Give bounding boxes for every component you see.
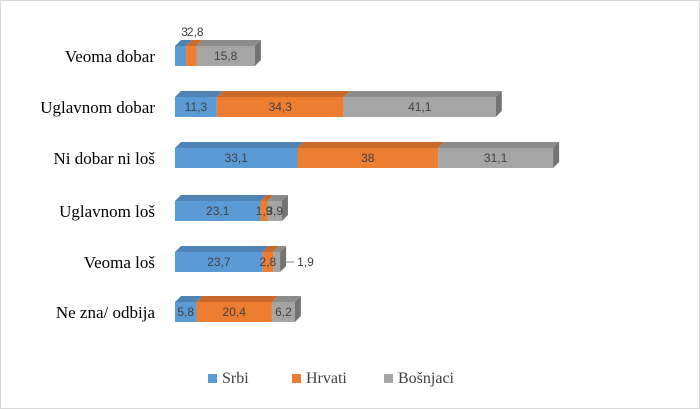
legend-label: Hrvati [306, 370, 347, 387]
bar-segment [273, 252, 281, 272]
bar-side-face [281, 195, 288, 221]
legend-label: Srbi [222, 370, 249, 387]
data-label: 33,1 [225, 151, 249, 165]
data-label: 1,9 [256, 204, 273, 218]
bar-segment [175, 201, 261, 221]
bar-side-face [553, 142, 560, 168]
data-label: 2,8 [187, 25, 204, 39]
data-label: 5,8 [177, 305, 194, 319]
bar-top-face [175, 142, 304, 148]
bar-segment [216, 97, 344, 117]
bar-top-face [343, 91, 502, 97]
category-label: Veoma loš [84, 253, 156, 272]
data-label: 23,1 [206, 204, 230, 218]
data-label: 2,8 [260, 255, 277, 269]
bar-segment [267, 201, 282, 221]
category-label: Ne zna/ odbija [56, 303, 156, 322]
bar-side-face [294, 296, 301, 322]
bar-top-face [175, 246, 269, 252]
data-label: 31,1 [484, 151, 508, 165]
data-label: 38 [361, 151, 375, 165]
legend-swatch [384, 374, 393, 383]
data-label: 3 [181, 25, 188, 39]
bar-top-face [262, 246, 280, 252]
bar-segment [343, 97, 496, 117]
bar-side-face [495, 91, 502, 117]
bar-segment [175, 302, 197, 322]
bar-top-face [260, 195, 274, 201]
bar-segment [175, 252, 263, 272]
bar-top-face [175, 91, 223, 97]
bar-top-face [297, 142, 445, 148]
bar-top-face [186, 40, 203, 46]
data-label: 3,9 [266, 204, 283, 218]
bar-segment [175, 46, 187, 66]
data-label: 41,1 [408, 100, 432, 114]
bar-segment [271, 302, 295, 322]
bar-top-face [175, 296, 203, 302]
data-label: 1,9 [297, 255, 314, 269]
category-label: Uglavnom dobar [40, 98, 155, 117]
bar-segment [186, 46, 197, 66]
data-label: 15,8 [214, 49, 238, 63]
bar-segment [175, 148, 298, 168]
bar-segment [438, 148, 554, 168]
bar-top-face [196, 40, 261, 46]
bar-top-face [216, 91, 350, 97]
bar-side-face [254, 40, 261, 66]
bar-top-face [175, 40, 193, 46]
bar-top-face [196, 296, 278, 302]
bar-top-face [271, 296, 301, 302]
legend-label: Bošnjaci [398, 370, 455, 387]
category-label: Veoma dobar [65, 47, 156, 66]
bar-top-face [438, 142, 560, 148]
legend-swatch [292, 374, 301, 383]
category-label: Uglavnom loš [59, 202, 155, 221]
data-label: 34,3 [269, 100, 293, 114]
bar-segment [262, 252, 274, 272]
bar-segment [297, 148, 439, 168]
bar-segment [260, 201, 268, 221]
bar-top-face [273, 246, 287, 252]
category-label: Ni dobar ni loš [53, 149, 155, 168]
bar-top-face [267, 195, 288, 201]
data-label: 20,4 [223, 305, 247, 319]
data-label: 11,3 [185, 100, 208, 114]
legend-swatch [208, 374, 217, 383]
bar-segment [196, 46, 255, 66]
data-label: 6,2 [275, 305, 292, 319]
data-label: 23,7 [207, 255, 231, 269]
bar-top-face [175, 195, 267, 201]
bar-segment [196, 302, 272, 322]
bar-side-face [280, 246, 287, 272]
bar-segment [175, 97, 217, 117]
